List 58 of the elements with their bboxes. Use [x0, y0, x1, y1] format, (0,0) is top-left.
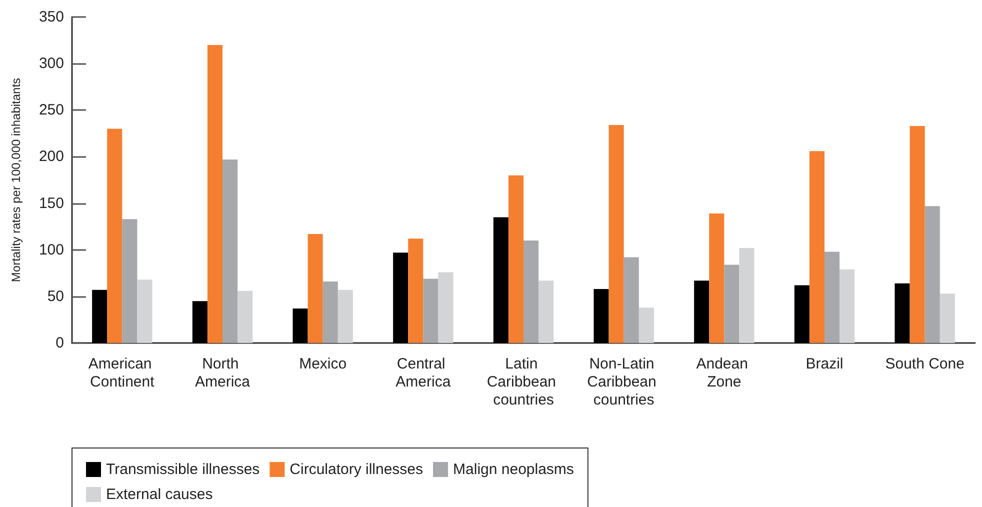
bar: [207, 44, 222, 343]
bar: [924, 206, 940, 343]
bar: [408, 238, 424, 343]
y-tick-label: 300: [38, 55, 64, 72]
x-tick-label: Latin Caribbean countries: [486, 356, 560, 408]
y-tick-label: 350: [38, 8, 64, 26]
bar: [393, 252, 408, 343]
bar: [107, 128, 122, 343]
bar: [524, 240, 539, 343]
bar: [423, 278, 438, 343]
legend-label: Transmissible illnesses: [106, 461, 260, 478]
bar: [724, 264, 740, 343]
legend-label: External causes: [106, 486, 213, 503]
bar: [840, 269, 855, 343]
bar: [322, 282, 338, 343]
bar: [809, 151, 824, 343]
x-tick-label: South Cone: [885, 356, 964, 372]
bar: [438, 272, 454, 343]
bar: [794, 285, 810, 343]
bar: [638, 308, 654, 343]
y-tick-label: 50: [47, 288, 64, 305]
bar: [538, 280, 554, 343]
x-tick-label: Non-Latin Caribbean countries: [587, 356, 661, 408]
bar: [894, 283, 910, 343]
x-tick-label: Andean Zone: [696, 356, 752, 390]
y-tick-label: 150: [38, 194, 64, 212]
bar: [594, 288, 609, 343]
x-tick-label: Brazil: [806, 356, 844, 372]
bar: [508, 175, 524, 343]
bar: [308, 234, 323, 343]
bar: [709, 214, 724, 343]
x-tick-label: American Continent: [88, 356, 156, 390]
bar: [92, 290, 108, 343]
y-tick-label: 250: [38, 102, 64, 119]
x-tick-label: North America: [194, 356, 251, 390]
bar: [192, 301, 208, 343]
bar: [122, 219, 138, 343]
bar: [292, 308, 308, 343]
legend-label: Malign neoplasms: [453, 461, 574, 478]
bar: [824, 252, 840, 343]
bar: [739, 248, 754, 343]
y-tick-label: 100: [38, 241, 64, 258]
bar: [338, 290, 353, 343]
bar: [608, 125, 624, 343]
legend-label: Circulatory illnesses: [290, 461, 424, 478]
x-tick-label: Mexico: [299, 356, 347, 372]
bar: [910, 126, 925, 343]
bar: [238, 290, 253, 343]
bar: [694, 280, 710, 343]
bar: [222, 160, 238, 343]
y-tick-label: 200: [38, 148, 64, 166]
bar: [137, 280, 152, 343]
x-tick-label: Central America: [396, 356, 452, 390]
bar: [493, 217, 508, 343]
bar: [940, 294, 955, 343]
y-tick-label: 0: [56, 334, 64, 352]
y-axis-title: Mortality rates per 100,000 inhabitants: [9, 78, 23, 282]
bar: [624, 257, 639, 343]
